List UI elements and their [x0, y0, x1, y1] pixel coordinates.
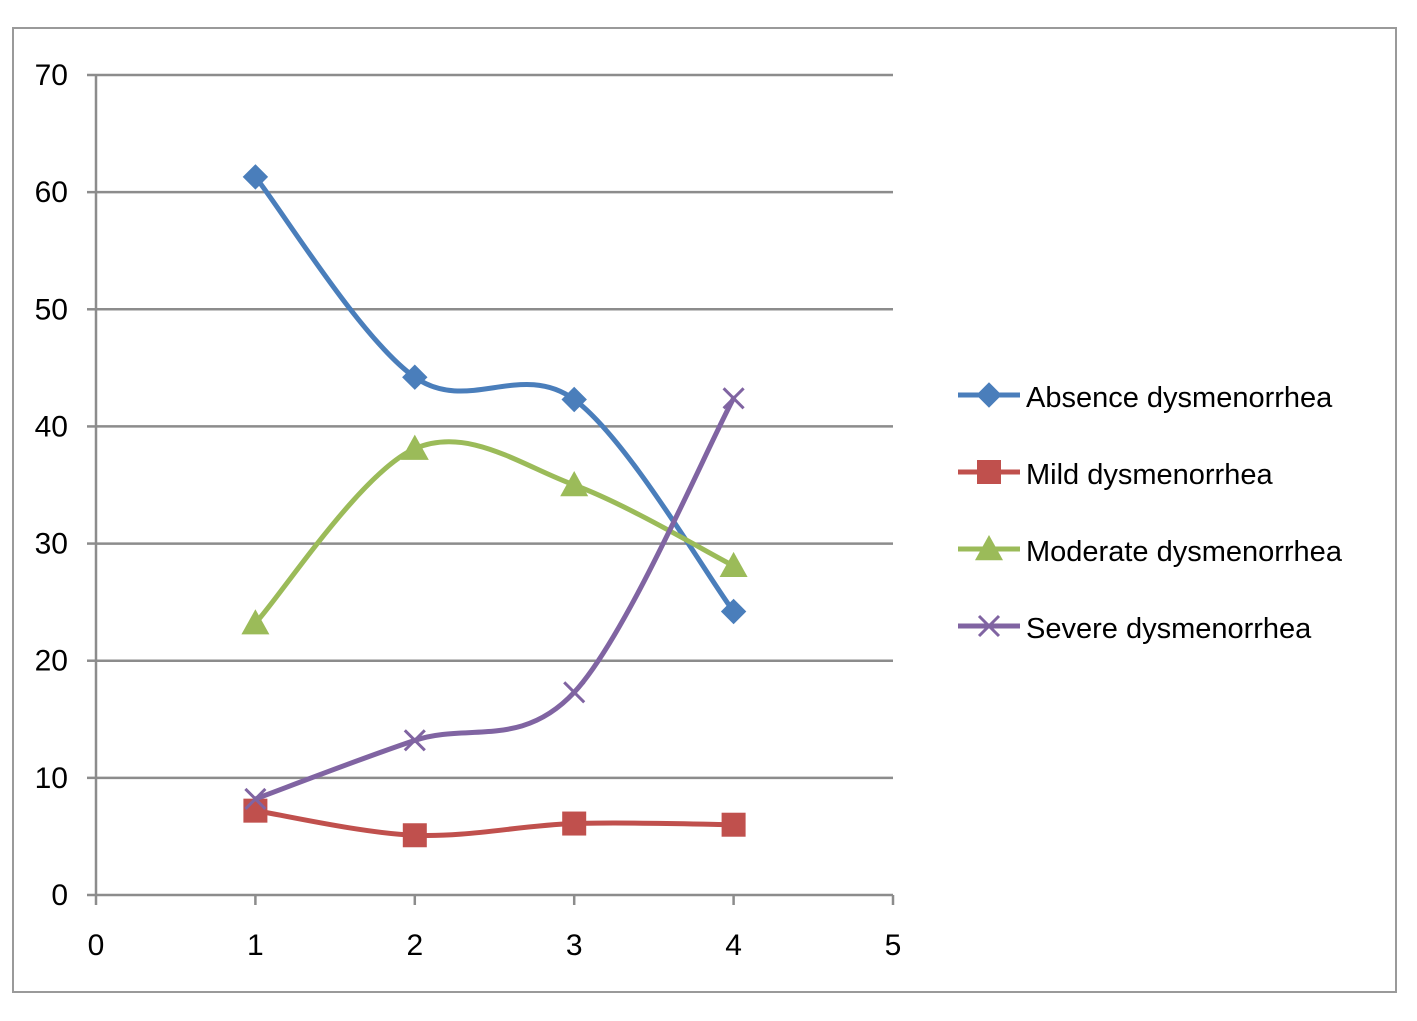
series-line: [252, 174, 737, 615]
y-tick-label: 70: [35, 59, 68, 92]
chart-frame: [12, 27, 1397, 993]
legend-marker: [977, 460, 1001, 484]
y-tick-label: 30: [35, 528, 68, 561]
legend-label: Moderate dysmenorrhea: [1026, 536, 1343, 568]
legend-item: Moderate dysmenorrhea: [958, 535, 1343, 568]
series-line: [252, 808, 737, 839]
data-point: [719, 551, 748, 578]
data-point: [403, 729, 426, 752]
legend-item: Mild dysmenorrhea: [958, 459, 1273, 491]
legend-label: Mild dysmenorrhea: [1026, 459, 1273, 491]
legend-item: Severe dysmenorrhea: [958, 613, 1312, 645]
series-3: [241, 434, 748, 635]
data-point: [242, 164, 269, 190]
data-point: [243, 798, 268, 823]
y-tick-label: 0: [51, 879, 68, 912]
data-point: [400, 434, 429, 460]
data-point: [244, 787, 267, 811]
x-tick-label: 0: [88, 929, 105, 962]
legend-label: Severe dysmenorrhea: [1026, 613, 1312, 645]
data-point: [722, 387, 745, 410]
series-4: [244, 387, 745, 811]
legend-marker: [977, 614, 1001, 638]
data-point: [402, 364, 428, 390]
data-point: [561, 386, 587, 413]
x-tick-label: 3: [566, 929, 583, 962]
data-point: [721, 812, 746, 837]
data-point: [563, 681, 586, 704]
legend-marker: [975, 535, 1003, 561]
x-tick-label: 4: [725, 929, 742, 962]
data-point: [241, 609, 270, 635]
data-point: [560, 471, 589, 497]
data-point: [562, 811, 587, 836]
y-tick-label: 10: [35, 762, 68, 795]
axes: 0 10 20 30 40 50 60 70 0 1 2 3 4 5: [35, 59, 902, 962]
x-tick-label: 5: [885, 929, 902, 962]
y-tick-label: 20: [35, 645, 68, 678]
x-tick-label: 1: [247, 929, 264, 962]
y-tick-label: 60: [35, 176, 68, 209]
data-point: [720, 598, 747, 625]
series-line: [252, 439, 737, 626]
x-tick-label: 2: [406, 929, 423, 962]
legend-label: Absence dysmenorrhea: [1026, 382, 1333, 414]
legend-marker: [976, 382, 1002, 408]
series-2: [243, 798, 746, 848]
data-point: [402, 823, 427, 848]
gridlines: [96, 73, 893, 780]
y-tick-label: 40: [35, 410, 68, 443]
y-tick-label: 50: [35, 293, 68, 326]
series-line: [252, 395, 737, 802]
series-1: [242, 164, 747, 625]
legend-item: Absence dysmenorrhea: [958, 382, 1333, 414]
legend: Absence dysmenorrhea Mild dysmenorrhea Mod…: [958, 382, 1343, 645]
